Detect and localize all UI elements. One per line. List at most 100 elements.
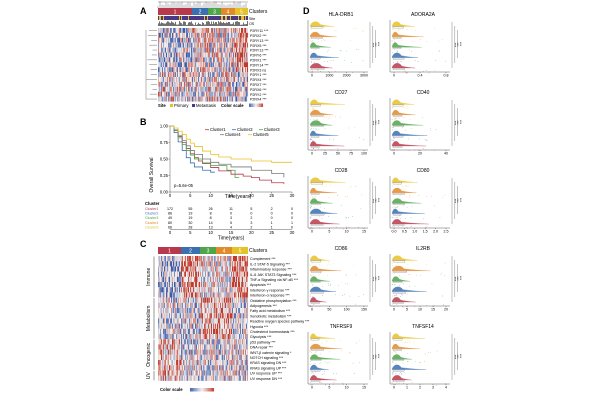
heat-cell <box>169 339 171 345</box>
heat-cell <box>241 91 243 97</box>
heat-cell <box>188 339 190 345</box>
heat-cell <box>221 339 223 345</box>
heat-cell <box>242 334 244 340</box>
heat-cell <box>195 52 197 58</box>
heat-cell <box>187 354 189 361</box>
heat-cell <box>239 42 241 48</box>
raincloud-point <box>317 69 319 71</box>
heat-cell <box>186 354 188 361</box>
scale-step <box>252 103 254 107</box>
heat-cell <box>219 287 221 293</box>
heat-cell <box>226 297 228 303</box>
heat-cell <box>233 370 235 376</box>
heat-cell <box>208 32 210 38</box>
raincloud-violin <box>391 208 425 214</box>
raincloud-violin <box>391 219 429 225</box>
heat-cell <box>239 67 241 73</box>
heatmap-c-pathway-labels: Complement ***IL-2 STAT-5 Signaling ***I… <box>250 257 310 381</box>
heat-cell <box>235 308 237 314</box>
heat-cell <box>171 292 173 298</box>
heat-cell <box>221 302 223 309</box>
heat-cell <box>238 77 240 82</box>
raincloud-box <box>392 68 405 70</box>
heat-cell <box>244 282 246 288</box>
heat-cell <box>239 96 241 102</box>
heat-cell <box>163 297 165 303</box>
heat-cell <box>216 77 218 82</box>
heat-cell <box>229 349 231 355</box>
heat-cell <box>199 47 201 53</box>
heat-cell <box>214 271 216 277</box>
heat-cell <box>230 349 232 355</box>
heat-cell <box>218 287 220 293</box>
heat-cell <box>182 81 184 87</box>
heat-cell <box>224 287 226 293</box>
heat-cell <box>236 62 238 68</box>
heat-cell <box>236 318 238 324</box>
raincloud-point <box>415 274 417 276</box>
heat-cell <box>245 67 247 73</box>
heat-cell <box>161 334 163 340</box>
heat-cell <box>209 349 211 355</box>
heat-cell <box>184 323 186 329</box>
heat-cell <box>214 313 216 319</box>
heat-cell <box>239 261 241 267</box>
raincloud-point <box>402 306 404 308</box>
heat-cell <box>204 313 206 319</box>
raincloud-point <box>406 306 408 307</box>
heat-cell <box>162 256 164 262</box>
heat-cell <box>246 339 248 345</box>
heat-cell <box>191 32 193 38</box>
heat-cell <box>172 96 174 102</box>
heat-cell <box>199 72 201 78</box>
heat-cell <box>196 37 198 43</box>
raincloud-point <box>410 128 412 130</box>
heat-cell <box>210 28 212 33</box>
heat-cell <box>234 52 236 58</box>
heat-cell <box>206 323 208 329</box>
heat-cell <box>189 349 191 355</box>
heat-cell <box>208 96 210 102</box>
heat-cell <box>247 28 249 33</box>
heat-cell <box>163 334 165 340</box>
heat-cell <box>174 328 176 335</box>
heat-cell <box>176 67 178 73</box>
heat-cell <box>224 334 226 340</box>
heat-cell <box>198 287 200 293</box>
heat-cell <box>217 308 219 314</box>
heat-cell <box>219 292 221 298</box>
raincloud-point <box>391 40 393 41</box>
heat-cell <box>239 81 241 87</box>
heat-cell <box>170 302 172 309</box>
heat-cell <box>173 344 175 350</box>
raincloud-box <box>310 203 321 205</box>
heat-cell <box>171 86 173 92</box>
scale-step <box>249 103 250 107</box>
heat-cell <box>161 292 163 298</box>
heat-cell <box>240 86 242 92</box>
heat-cell <box>207 334 209 340</box>
sig-label: *** <box>458 120 462 125</box>
heat-cell <box>226 62 228 68</box>
heat-cell <box>214 375 216 381</box>
heat-cell <box>210 271 212 277</box>
heat-cell <box>187 313 189 319</box>
heat-cell <box>198 292 200 298</box>
heat-cell <box>170 271 172 277</box>
heat-cell <box>240 354 242 361</box>
raincloud-point <box>314 108 315 110</box>
heat-cell <box>158 37 160 43</box>
heat-cell <box>244 67 246 73</box>
heat-cell <box>180 370 182 376</box>
heat-cell <box>233 271 235 277</box>
heat-cell <box>191 62 193 68</box>
heat-cell <box>202 339 204 345</box>
heat-cell <box>240 261 242 267</box>
heat-cell <box>214 52 216 58</box>
heat-cell <box>225 271 227 277</box>
heat-cell <box>175 297 177 303</box>
raincloud-point <box>426 40 427 42</box>
heat-cell <box>207 349 209 355</box>
heat-cell <box>215 354 217 361</box>
heat-cell <box>234 302 236 309</box>
